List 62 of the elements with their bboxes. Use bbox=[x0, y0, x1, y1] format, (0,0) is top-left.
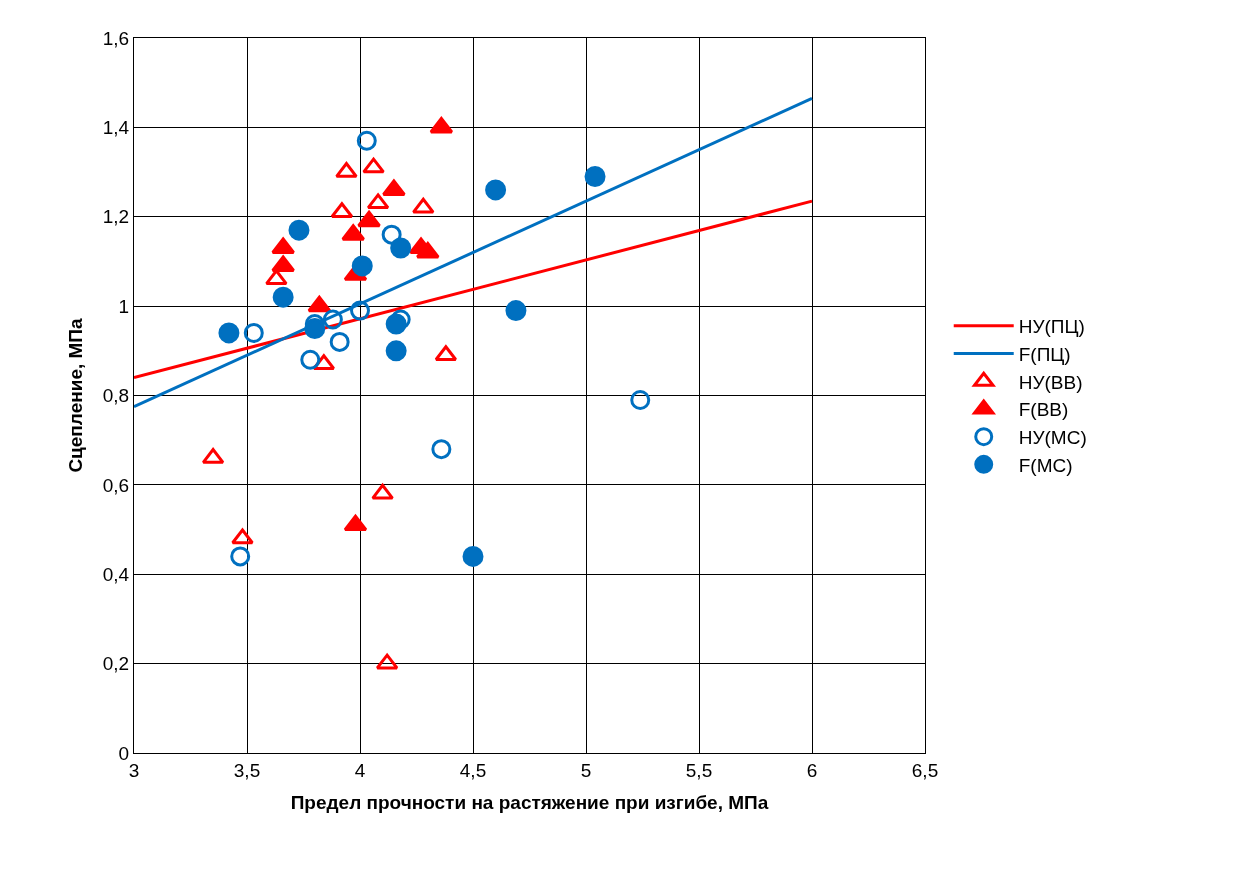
point bbox=[382, 179, 406, 196]
point bbox=[390, 237, 412, 259]
legend-label: НУ(ВВ) bbox=[1018, 371, 1083, 393]
point bbox=[218, 322, 240, 344]
point bbox=[411, 197, 435, 214]
point bbox=[265, 269, 288, 286]
legend-label: НУ(ПЦ) bbox=[1018, 316, 1085, 338]
y-tick-label: 0 bbox=[118, 742, 130, 764]
point bbox=[366, 193, 390, 210]
y-axis-title: Сцепление, МПа bbox=[64, 317, 86, 473]
y-tick-label: 1 bbox=[118, 295, 130, 317]
y-tick-label: 0,4 bbox=[102, 563, 130, 585]
y-tick-label: 0,6 bbox=[102, 474, 130, 496]
point bbox=[357, 210, 381, 228]
x-tick-label: 5 bbox=[580, 759, 592, 781]
point bbox=[381, 224, 402, 245]
y-tick-label: 1,6 bbox=[102, 27, 130, 49]
x-tick-label: 3 bbox=[128, 759, 140, 781]
point bbox=[330, 202, 354, 219]
y-tick-label: 1,2 bbox=[102, 206, 130, 228]
point bbox=[371, 483, 394, 500]
y-tick-label: 1,4 bbox=[102, 117, 130, 139]
point bbox=[462, 545, 484, 567]
point bbox=[351, 255, 373, 277]
point bbox=[375, 653, 399, 670]
point bbox=[385, 340, 407, 362]
point bbox=[272, 286, 294, 308]
point bbox=[429, 116, 454, 134]
point bbox=[322, 309, 343, 330]
point bbox=[505, 300, 527, 322]
point bbox=[243, 322, 264, 343]
legend-label: F(МС) bbox=[1018, 454, 1073, 476]
point bbox=[434, 345, 458, 362]
point bbox=[288, 219, 310, 241]
point bbox=[385, 313, 407, 335]
legend-label: F(ПЦ) bbox=[1018, 343, 1071, 365]
point bbox=[300, 349, 321, 370]
point bbox=[307, 295, 332, 313]
point bbox=[362, 157, 385, 174]
y-tick-label: 0,2 bbox=[102, 653, 130, 675]
x-axis-title: Предел прочности на растяжение при изгибе, МПа bbox=[290, 791, 769, 813]
point bbox=[630, 389, 651, 410]
point bbox=[231, 528, 254, 545]
x-tick-label: 3,5 bbox=[233, 759, 261, 781]
legend-label: НУ(МС) bbox=[1018, 427, 1087, 449]
point bbox=[431, 439, 452, 460]
legend-label: F(ВВ) bbox=[1018, 399, 1069, 421]
x-tick-label: 4 bbox=[354, 759, 366, 781]
y-tick-label: 0,8 bbox=[102, 385, 130, 407]
point bbox=[485, 179, 507, 201]
point bbox=[343, 514, 368, 532]
point bbox=[350, 300, 370, 321]
point bbox=[271, 237, 296, 255]
x-tick-label: 5,5 bbox=[685, 759, 713, 781]
point bbox=[230, 546, 251, 567]
x-tick-label: 6 bbox=[806, 759, 818, 781]
x-tick-label: 6,5 bbox=[911, 759, 939, 781]
x-tick-label: 4,5 bbox=[459, 759, 487, 781]
point bbox=[356, 130, 377, 151]
point bbox=[329, 331, 350, 352]
point bbox=[584, 166, 606, 188]
point bbox=[304, 317, 326, 339]
